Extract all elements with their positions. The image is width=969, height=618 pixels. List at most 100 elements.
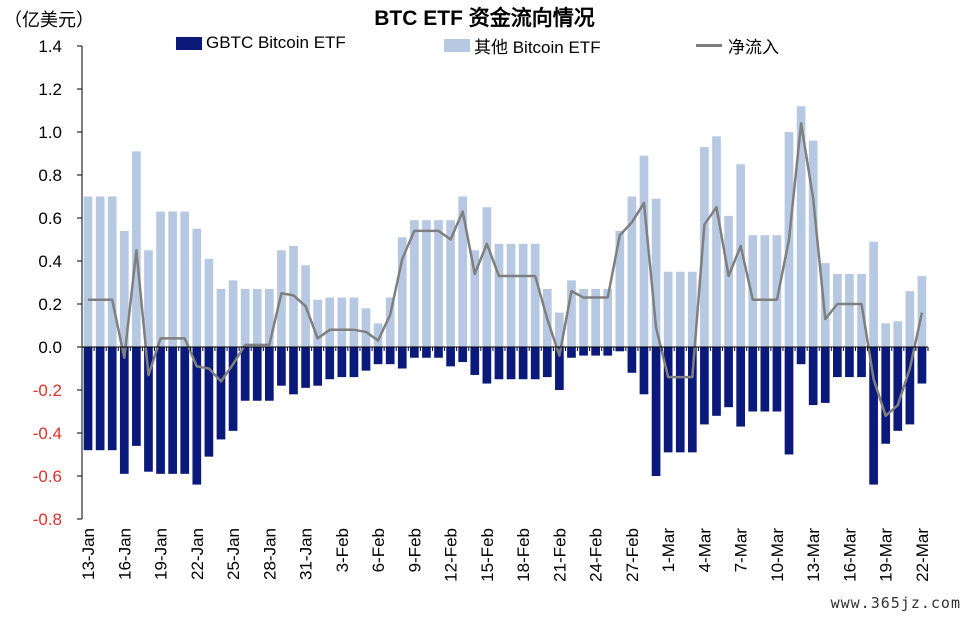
bar-other (192, 228, 202, 347)
bar-other (482, 207, 492, 347)
bar-gbtc (289, 347, 298, 395)
y-tick-label: -0.2 (33, 381, 62, 400)
bar-gbtc (808, 347, 818, 406)
bar-gbtc (506, 347, 516, 380)
bar-gbtc (373, 347, 383, 365)
bar-other (385, 297, 395, 347)
x-tick-label: 6-Feb (369, 528, 388, 572)
bar-gbtc (542, 347, 552, 378)
bar-other (494, 243, 504, 347)
bar-gbtc (144, 347, 153, 472)
bar-other (506, 243, 516, 347)
bar-gbtc (470, 347, 480, 375)
bar-gbtc (639, 347, 649, 395)
y-tick-label: 1.2 (38, 80, 62, 99)
y-tick-label: -0.6 (33, 467, 62, 486)
bar-gbtc (603, 347, 613, 356)
bar-other (663, 271, 673, 347)
y-axis-unit-label: （亿美元） (4, 10, 94, 30)
bar-other (833, 273, 842, 347)
bar-other (651, 198, 661, 347)
x-tick-label: 18-Feb (514, 528, 533, 582)
bar-gbtc (760, 347, 770, 412)
bar-other (228, 280, 238, 347)
bar-gbtc (700, 347, 709, 425)
x-tick-label: 13-Jan (79, 528, 98, 580)
bar-other (240, 288, 250, 347)
bar-gbtc (132, 347, 141, 446)
x-tick-label: 15-Feb (478, 528, 497, 582)
bar-other (434, 220, 443, 347)
bar-gbtc (95, 347, 105, 451)
bar-other (518, 243, 528, 347)
bar-gbtc (119, 347, 129, 474)
bar-gbtc (555, 347, 564, 390)
bar-gbtc (627, 347, 637, 373)
bar-other (216, 288, 226, 347)
bar-other (808, 140, 818, 347)
chart-title: BTC ETF 资金流向情况 (374, 7, 595, 30)
bar-other (458, 196, 468, 347)
bar-gbtc (796, 347, 806, 365)
bar-gbtc (192, 347, 202, 485)
bar-gbtc (845, 347, 854, 378)
bar-gbtc (917, 347, 927, 384)
bar-other (820, 263, 830, 347)
bar-gbtc (156, 347, 165, 474)
x-tick-label: 22-Jan (188, 528, 207, 580)
bar-gbtc (615, 347, 625, 352)
y-tick-label: 0.8 (38, 166, 62, 185)
bar-gbtc (482, 347, 492, 384)
bar-other (325, 297, 335, 347)
x-tick-label: 13-Mar (804, 528, 823, 582)
bar-other (796, 106, 806, 347)
bar-gbtc (675, 347, 685, 453)
x-tick-label: 9-Feb (405, 528, 424, 572)
x-tick-label: 19-Jan (152, 528, 171, 580)
bar-gbtc (736, 347, 746, 427)
bar-gbtc (228, 347, 238, 431)
bar-gbtc (301, 347, 310, 388)
x-tick-label: 16-Mar (840, 528, 859, 582)
bar-gbtc (857, 347, 866, 378)
x-tick-label: 24-Feb (587, 528, 606, 582)
watermark: www.365jz.com (830, 594, 961, 612)
bar-gbtc (651, 347, 661, 476)
bar-gbtc (784, 347, 794, 455)
bar-gbtc (579, 347, 588, 356)
bar-gbtc (107, 347, 117, 451)
bar-gbtc (772, 347, 782, 412)
bar-other (397, 237, 407, 347)
bar-other (361, 308, 371, 347)
bar-other (603, 288, 613, 347)
bar-other (736, 164, 746, 347)
x-tick-label: 25-Jan (224, 528, 243, 580)
bar-gbtc (349, 347, 359, 378)
bar-gbtc (530, 347, 540, 380)
bar-gbtc (325, 347, 335, 380)
bar-gbtc (252, 347, 262, 401)
legend-item-gbtc: GBTC Bitcoin ETF (176, 33, 346, 53)
bar-other (845, 273, 854, 347)
bar-other (422, 220, 431, 347)
bar-gbtc (313, 347, 323, 386)
bar-gbtc (494, 347, 504, 380)
bar-other (687, 271, 697, 347)
bar-other (530, 243, 540, 347)
bar-gbtc (591, 347, 600, 356)
bar-gbtc (893, 347, 903, 431)
y-tick-label: 0.0 (38, 338, 62, 357)
bar-gbtc (385, 347, 395, 365)
x-tick-label: 21-Feb (550, 528, 569, 582)
x-tick-label: 27-Feb (623, 528, 642, 582)
bar-other (567, 280, 576, 347)
x-tick-label: 1-Mar (659, 528, 678, 573)
y-tick-label: 0.4 (38, 252, 62, 271)
legend-label-gbtc: GBTC Bitcoin ETF (206, 33, 346, 52)
bar-gbtc (337, 347, 347, 378)
bar-other (724, 215, 733, 347)
x-tick-label: 28-Jan (260, 528, 279, 580)
y-tick-label: -0.8 (33, 510, 62, 529)
bar-other (470, 250, 480, 347)
